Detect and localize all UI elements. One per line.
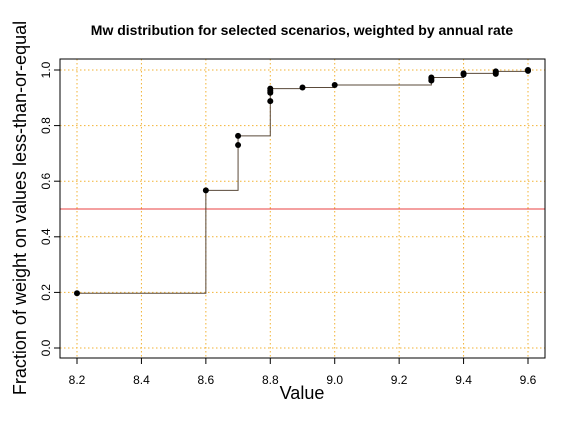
data-point-14: [460, 70, 467, 77]
y-axis: 0.0 0.2 0.4 0.6 0.8 1.0: [39, 61, 60, 356]
data-point-1: [202, 187, 209, 194]
data-point-3: [235, 132, 242, 139]
x-tick-label-2: 8.6: [198, 373, 215, 387]
data-point-4: [267, 98, 274, 105]
y-tick-label-3: 0.6: [39, 173, 53, 190]
x-axis: 8.2 8.4 8.6 8.8 9.0 9.2 9.4 9.6: [69, 357, 537, 387]
y-tick-label-1: 0.2: [39, 284, 53, 301]
data-point-8: [299, 84, 306, 91]
y-tick-label-5: 1.0: [39, 61, 53, 78]
x-tick-label-7: 9.6: [520, 373, 537, 387]
y-tick-label-2: 0.4: [39, 228, 53, 245]
y-tick-label-4: 0.8: [39, 117, 53, 134]
data-points: [74, 67, 531, 297]
x-tick-label-5: 9.2: [391, 373, 408, 387]
y-tick-label-0: 0.0: [39, 339, 53, 356]
x-axis-label: Value: [280, 383, 325, 403]
x-tick-label-4: 9.0: [326, 373, 343, 387]
x-tick-label-3: 8.8: [262, 373, 279, 387]
data-point-7: [267, 85, 274, 92]
chart-title: Mw distribution for selected scenarios, …: [91, 22, 514, 38]
data-point-12: [428, 74, 435, 81]
x-tick-label-0: 8.2: [69, 373, 86, 387]
data-point-17: [492, 68, 499, 75]
data-point-0: [74, 290, 80, 297]
data-point-19: [525, 67, 531, 73]
x-tick-label-1: 8.4: [133, 373, 150, 387]
y-axis-label: Fraction of weight on values less-than-o…: [10, 21, 30, 395]
data-point-2: [235, 142, 242, 149]
x-tick-label-6: 9.4: [455, 373, 472, 387]
data-point-9: [331, 82, 338, 89]
